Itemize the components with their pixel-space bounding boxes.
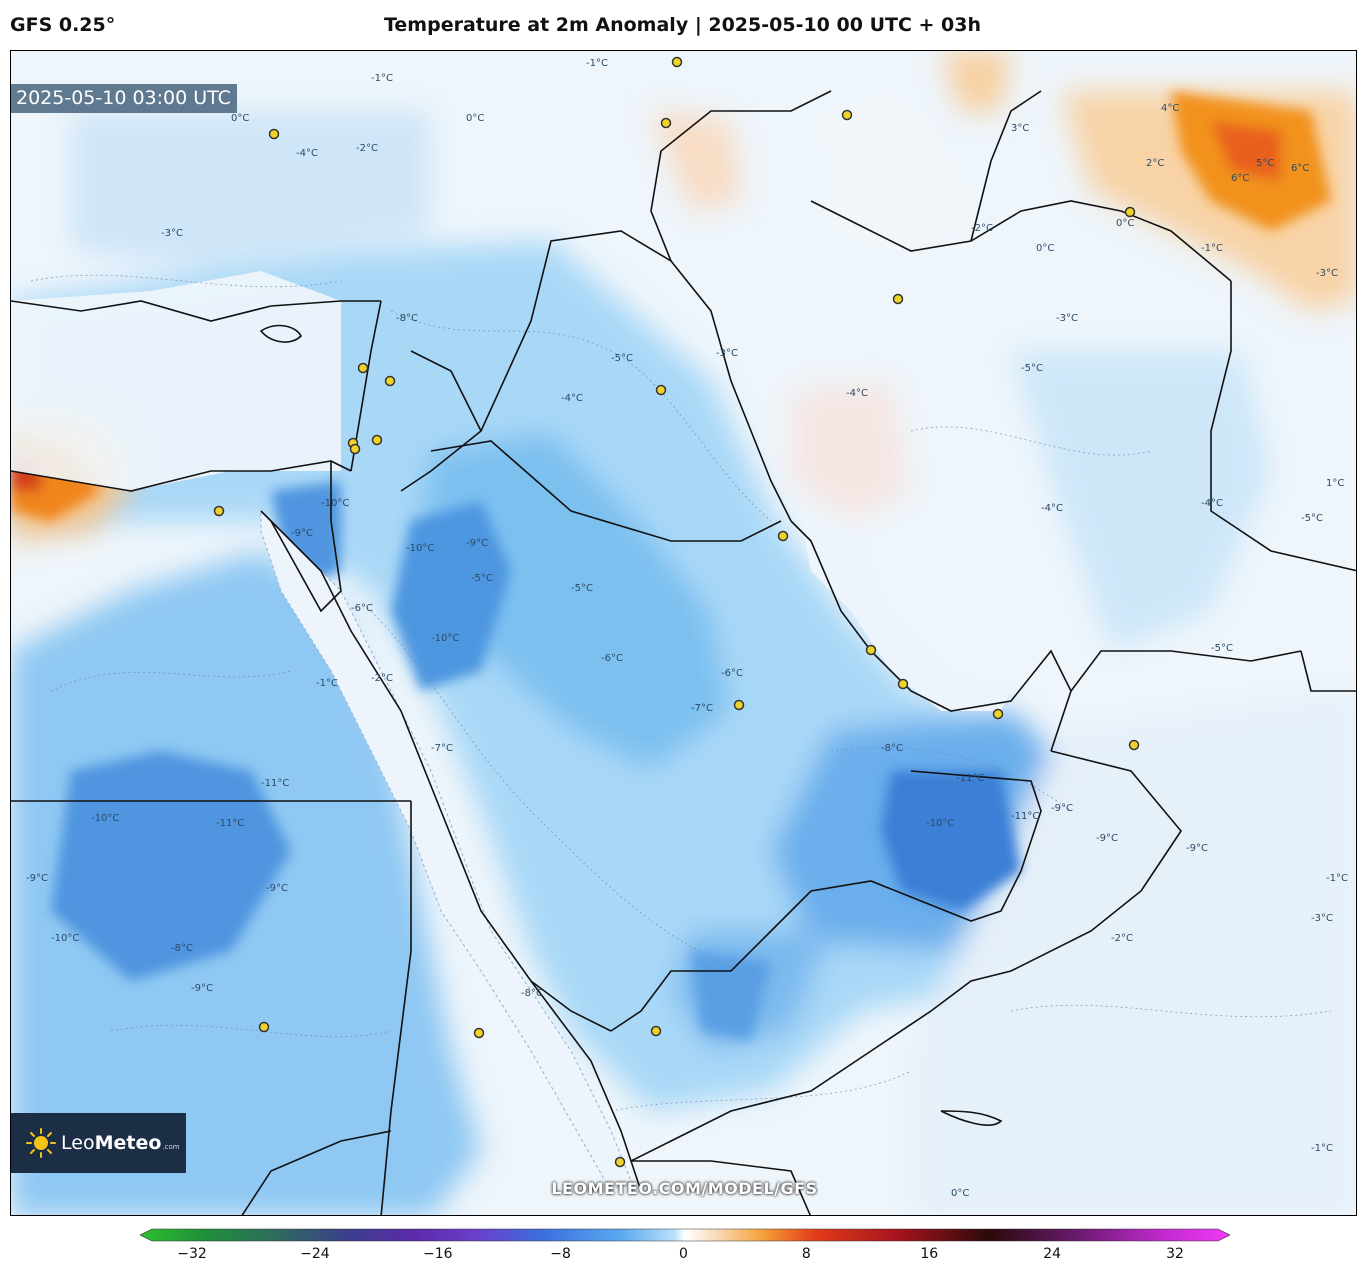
contour-label: -1°C — [316, 678, 338, 689]
contour-label: 0°C — [466, 113, 484, 124]
contour-label: -4°C — [1201, 498, 1223, 509]
contour-label: 5°C — [1256, 158, 1274, 169]
anomaly-map: -1°C 0°C -4°C -2°C -3°C -8°C -5°C -1°C 0°C -10°C -… — [11, 51, 1356, 1215]
contour-label: 0°C — [1036, 243, 1054, 254]
contour-label: -9°C — [1096, 833, 1118, 844]
contour-label: -9°C — [266, 883, 288, 894]
leometeo-logo[interactable]: LeoMeteo .com — [11, 1113, 186, 1173]
contour-label: -11°C — [216, 818, 244, 829]
contour-label: -1°C — [1326, 873, 1348, 884]
model-label: GFS 0.25° — [10, 14, 116, 36]
colorbar-tick-label: 24 — [1043, 1246, 1062, 1262]
contour-label: -8°C — [521, 988, 543, 999]
contour-label: -3°C — [1311, 913, 1333, 924]
contour-label: -1°C — [1311, 1143, 1333, 1154]
contour-label: -5°C — [571, 583, 593, 594]
contour-label: -5°C — [611, 353, 633, 364]
logo-suffix: .com — [162, 1143, 180, 1151]
source-watermark: LEOMETEO.COM/MODEL/GFS — [551, 1179, 818, 1198]
colorbar — [140, 1228, 1230, 1242]
contour-label: -10°C — [91, 813, 119, 824]
contour-label: -7°C — [691, 703, 713, 714]
contour-label: -11°C — [261, 778, 289, 789]
contour-label: -3°C — [716, 348, 738, 359]
contour-label: 2°C — [1146, 158, 1164, 169]
contour-label: 0°C — [951, 1188, 969, 1199]
valid-time-badge: 2025-05-10 03:00 UTC — [11, 84, 237, 113]
contour-label: 4°C — [1161, 103, 1179, 114]
contour-label: -2°C — [371, 673, 393, 684]
contour-label: -10°C — [321, 498, 349, 509]
contour-label: -4°C — [561, 393, 583, 404]
contour-label: -2°C — [1111, 933, 1133, 944]
contour-label: 6°C — [1231, 173, 1249, 184]
contour-label: -3°C — [1056, 313, 1078, 324]
map-frame[interactable]: -1°C 0°C -4°C -2°C -3°C -8°C -5°C -1°C 0°C -10°C -… — [10, 50, 1357, 1216]
map-title: Temperature at 2m Anomaly | 2025-05-10 0… — [383, 14, 982, 36]
contour-label: -9°C — [291, 528, 313, 539]
colorbar-ticks: −32 −24 −16 −8 0 8 16 24 32 — [0, 1246, 1365, 1266]
contour-label: -4°C — [846, 388, 868, 399]
sun-icon — [26, 1128, 56, 1158]
contour-label: -10°C — [406, 543, 434, 554]
contour-label: 0°C — [231, 113, 249, 124]
contour-label: -4°C — [296, 148, 318, 159]
contour-label: -3°C — [161, 228, 183, 239]
contour-label: -10°C — [926, 818, 954, 829]
contour-label: -7°C — [431, 743, 453, 754]
contour-label: -5°C — [471, 573, 493, 584]
contour-label: -6°C — [601, 653, 623, 664]
contour-label: -1°C — [586, 58, 608, 69]
contour-label: 1°C — [1326, 478, 1344, 489]
contour-label: -9°C — [191, 983, 213, 994]
contour-label: -8°C — [396, 313, 418, 324]
colorbar-tick-label: −32 — [177, 1246, 207, 1262]
contour-label: -5°C — [1211, 643, 1233, 654]
colorbar-tick-label: −24 — [300, 1246, 330, 1262]
contour-label: -8°C — [171, 943, 193, 954]
colorbar-tick-label: 0 — [679, 1246, 688, 1262]
contour-label: -1°C — [371, 73, 393, 84]
contour-label: -2°C — [971, 223, 993, 234]
colorbar-tick-label: −8 — [550, 1246, 571, 1262]
colorbar-tick-label: −16 — [422, 1246, 453, 1262]
contour-label: 6°C — [1291, 163, 1309, 174]
contour-label: -6°C — [351, 603, 373, 614]
contour-label: -9°C — [1186, 843, 1208, 854]
contour-label: -8°C — [881, 743, 903, 754]
contour-label: -5°C — [1301, 513, 1323, 524]
logo-text: LeoMeteo — [61, 1132, 162, 1154]
contour-label: 3°C — [1011, 123, 1029, 134]
contour-label: -11°C — [956, 773, 984, 784]
colorbar-tick-label: 16 — [920, 1246, 939, 1262]
contour-label: 0°C — [1116, 218, 1134, 229]
contour-label: -4°C — [1041, 503, 1063, 514]
colorbar-tick-label: 8 — [801, 1246, 811, 1262]
contour-label: -10°C — [431, 633, 459, 644]
contour-label: -6°C — [721, 668, 743, 679]
contour-label: -9°C — [466, 538, 488, 549]
contour-label: -10°C — [51, 933, 79, 944]
contour-label: -2°C — [356, 143, 378, 154]
contour-label: -5°C — [1021, 363, 1043, 374]
contour-label: -11°C — [1011, 811, 1039, 822]
contour-label: -9°C — [1051, 803, 1073, 814]
contour-label: -1°C — [1201, 243, 1223, 254]
contour-label: -3°C — [1316, 268, 1338, 279]
contour-label: -9°C — [26, 873, 48, 884]
colorbar-tick-label: 32 — [1166, 1246, 1184, 1262]
